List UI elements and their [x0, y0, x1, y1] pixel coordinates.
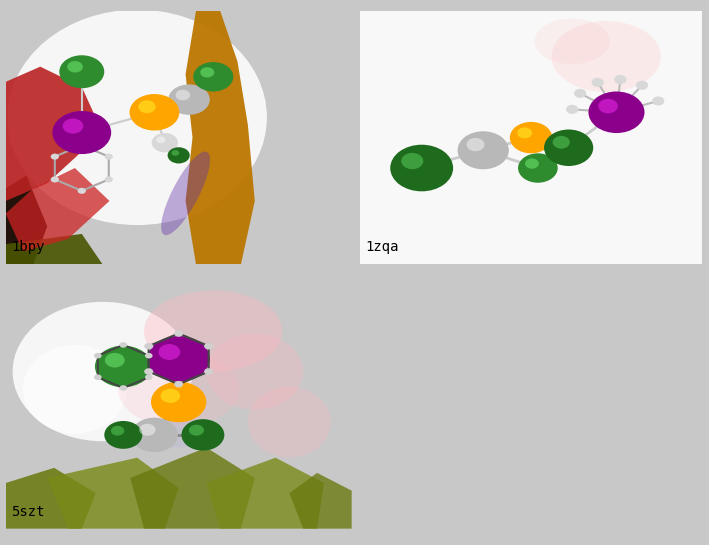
Text: 1bpy: 1bpy: [11, 240, 45, 254]
Polygon shape: [186, 11, 255, 264]
Circle shape: [138, 100, 156, 113]
Circle shape: [467, 138, 484, 151]
Circle shape: [62, 119, 83, 134]
Circle shape: [544, 130, 593, 166]
Circle shape: [145, 374, 152, 380]
Circle shape: [174, 330, 183, 337]
Circle shape: [200, 67, 214, 77]
Ellipse shape: [144, 290, 282, 372]
Circle shape: [130, 94, 179, 130]
Circle shape: [172, 150, 179, 156]
Circle shape: [168, 84, 210, 115]
Circle shape: [145, 353, 152, 359]
Circle shape: [588, 92, 644, 133]
Circle shape: [457, 131, 509, 169]
Circle shape: [95, 346, 152, 387]
Circle shape: [50, 154, 59, 160]
Circle shape: [94, 353, 101, 359]
Polygon shape: [6, 468, 96, 529]
Circle shape: [156, 136, 165, 143]
Ellipse shape: [206, 334, 303, 409]
Polygon shape: [6, 175, 48, 264]
Circle shape: [78, 142, 86, 148]
Circle shape: [139, 423, 155, 436]
Circle shape: [552, 136, 570, 149]
Ellipse shape: [7, 10, 267, 225]
Circle shape: [105, 177, 113, 183]
Circle shape: [167, 147, 190, 164]
Circle shape: [189, 425, 204, 435]
Circle shape: [94, 374, 101, 380]
Circle shape: [78, 188, 86, 194]
Circle shape: [52, 111, 111, 154]
Circle shape: [147, 336, 210, 381]
Circle shape: [518, 153, 558, 183]
Circle shape: [105, 353, 125, 367]
Ellipse shape: [552, 21, 661, 92]
Circle shape: [151, 382, 206, 422]
Polygon shape: [289, 473, 352, 529]
Circle shape: [510, 122, 552, 153]
Circle shape: [518, 128, 532, 138]
Circle shape: [636, 81, 648, 90]
Ellipse shape: [535, 19, 610, 64]
Circle shape: [566, 105, 579, 114]
Circle shape: [144, 368, 153, 375]
Circle shape: [60, 55, 104, 88]
Text: 1zqa: 1zqa: [365, 240, 398, 254]
Polygon shape: [6, 234, 103, 264]
Text: 5szt: 5szt: [11, 505, 45, 518]
Circle shape: [144, 343, 153, 349]
Polygon shape: [6, 66, 103, 201]
Circle shape: [390, 145, 453, 191]
Circle shape: [182, 419, 224, 451]
Circle shape: [591, 78, 604, 87]
Circle shape: [176, 90, 190, 100]
Circle shape: [111, 426, 124, 435]
Circle shape: [174, 381, 183, 387]
Circle shape: [652, 96, 664, 106]
Polygon shape: [48, 458, 179, 529]
Circle shape: [50, 177, 59, 183]
Ellipse shape: [118, 352, 239, 427]
Circle shape: [193, 62, 233, 92]
Circle shape: [120, 342, 127, 348]
Circle shape: [158, 344, 180, 360]
Polygon shape: [206, 458, 324, 529]
Ellipse shape: [147, 417, 210, 447]
Circle shape: [104, 421, 143, 449]
Ellipse shape: [23, 345, 127, 434]
Ellipse shape: [161, 152, 210, 235]
Circle shape: [525, 159, 539, 169]
Circle shape: [67, 61, 83, 72]
Circle shape: [574, 89, 586, 98]
Circle shape: [204, 343, 213, 349]
Ellipse shape: [248, 387, 331, 458]
Circle shape: [161, 389, 180, 403]
Circle shape: [105, 154, 113, 160]
Circle shape: [152, 133, 178, 152]
Circle shape: [401, 153, 423, 169]
Circle shape: [131, 417, 178, 452]
Ellipse shape: [13, 302, 193, 441]
Polygon shape: [360, 11, 702, 264]
Circle shape: [204, 368, 213, 375]
Circle shape: [598, 99, 618, 113]
Circle shape: [120, 385, 127, 391]
Polygon shape: [6, 168, 109, 252]
Circle shape: [614, 75, 627, 84]
Polygon shape: [130, 447, 255, 529]
